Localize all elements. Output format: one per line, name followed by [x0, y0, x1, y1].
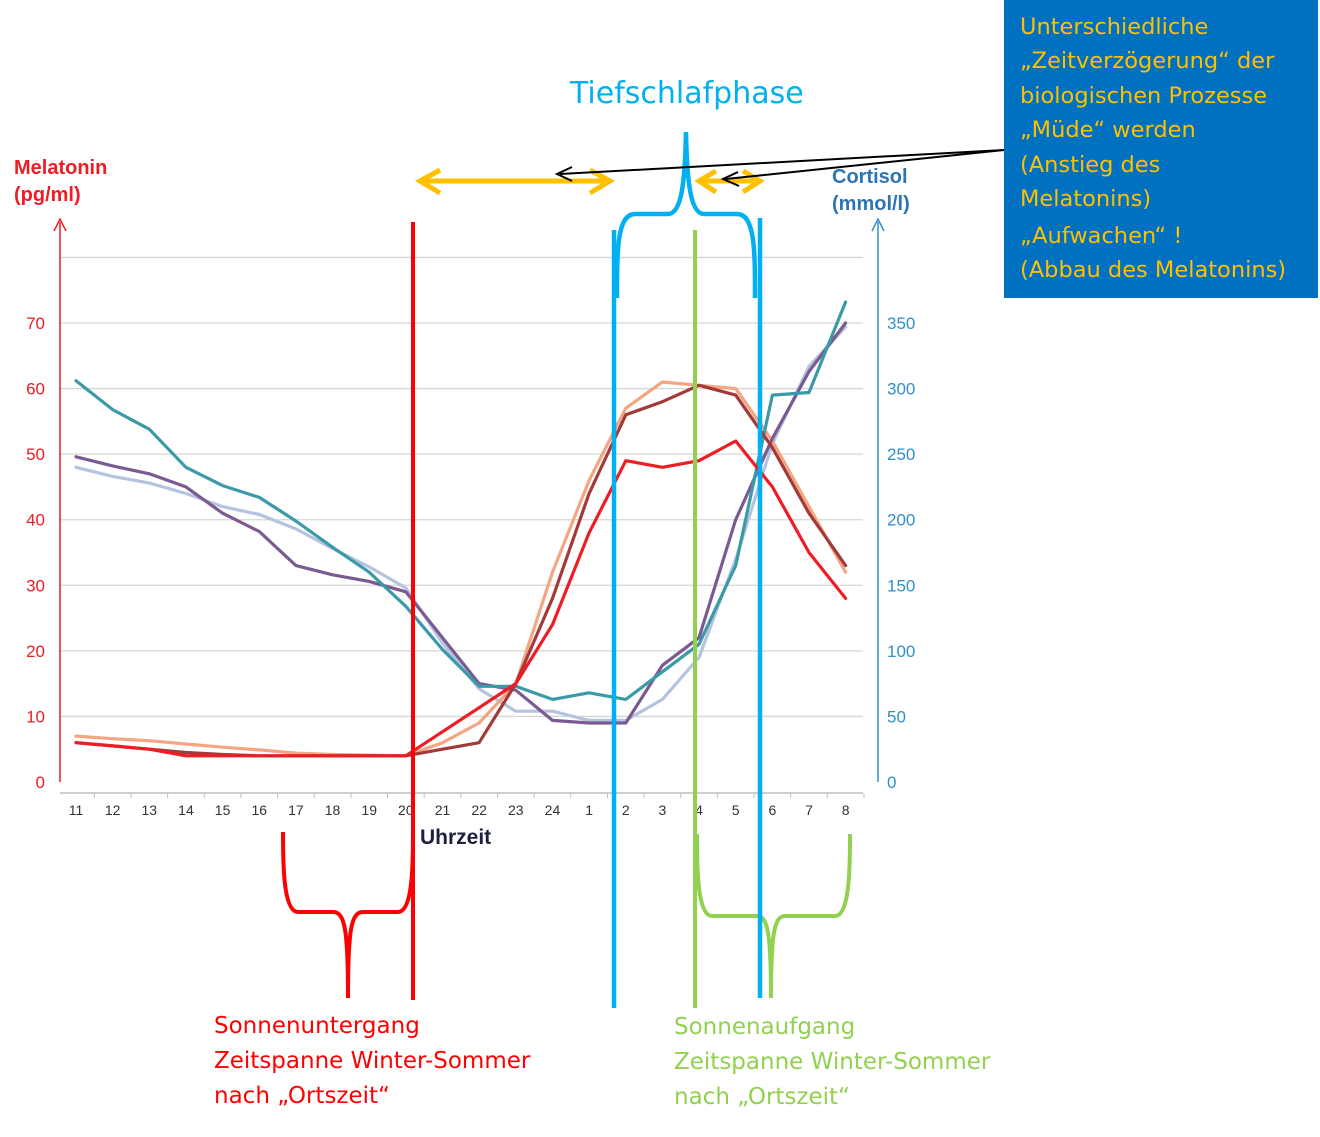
callout-line: Melatonins) [1020, 186, 1152, 212]
sunset-note-line: nach „Ortszeit“ [214, 1083, 390, 1109]
series-line-1 [74, 439, 848, 758]
x-tick-label: 5 [732, 802, 740, 818]
right-tick-label: 50 [887, 707, 906, 726]
left-axis-title: Melatonin (pg/ml) [14, 155, 107, 209]
x-tick-label: 4 [695, 802, 703, 818]
sunrise-note-line: Sonnenaufgang [674, 1014, 856, 1040]
x-tick-label: 1 [585, 802, 593, 818]
callout-line: „Zeitverzögerung“ der [1020, 48, 1275, 74]
time-delay-callout: Unterschiedliche „Zeitverzögerung“ der b… [1004, 0, 1318, 298]
right-tick-label: 100 [887, 642, 915, 661]
x-tick-label: 16 [251, 802, 267, 818]
left-axis-arrow [53, 217, 67, 232]
x-tick-label: 8 [842, 802, 850, 818]
right-axis-title-line2: (mmol/l) [832, 193, 910, 215]
x-tick-label: 13 [142, 802, 158, 818]
series-line-2 [74, 383, 848, 758]
sunset-note-line: Zeitspanne Winter-Sommer [214, 1048, 531, 1074]
sunrise-brace [695, 833, 852, 999]
right-axis-title-line1: Cortisol [832, 166, 908, 188]
right-axis-title: Cortisol (mmol/l) [832, 164, 910, 218]
pointer-arrowhead-tired [554, 166, 573, 182]
x-tick-label: 11 [69, 802, 84, 818]
callout-line: (Abbau des Melatonins) [1020, 257, 1287, 283]
x-tick-label: 22 [471, 802, 487, 818]
sunset-note: Sonnenuntergang Zeitspanne Winter-Sommer… [214, 1009, 530, 1114]
x-tick-label: 20 [398, 802, 414, 818]
left-tick-label: 60 [26, 380, 45, 399]
x-tick-label: 3 [659, 802, 667, 818]
callout-line: (Anstieg des [1020, 152, 1161, 178]
x-tick-label: 2 [622, 802, 630, 818]
right-axis-arrow [871, 217, 885, 232]
left-tick-label: 50 [26, 445, 45, 464]
x-tick-label: 21 [435, 802, 451, 818]
left-tick-label: 0 [36, 773, 45, 792]
x-tick-label: 23 [508, 802, 524, 818]
right-tick-label: 150 [887, 576, 915, 595]
x-tick-label: 7 [805, 802, 813, 818]
right-tick-label: 200 [887, 511, 915, 530]
left-tick-label: 40 [26, 511, 45, 530]
series-line-4 [74, 300, 848, 701]
x-tick-label: 24 [545, 802, 561, 818]
right-tick-label: 250 [887, 445, 915, 464]
left-axis-title-line1: Melatonin [14, 157, 108, 179]
callout-line: biologischen Prozesse [1020, 83, 1268, 109]
left-tick-label: 10 [26, 707, 45, 726]
wake-arrow-head-left [694, 168, 718, 195]
right-tick-label: 350 [887, 314, 915, 333]
left-tick-label: 30 [26, 576, 45, 595]
x-tick-label: 17 [288, 802, 304, 818]
x-tick-label: 12 [105, 802, 121, 818]
sunrise-note-line: Zeitspanne Winter-Sommer [674, 1049, 991, 1075]
x-tick-label: 19 [361, 802, 377, 818]
delay-arrow-head-left [414, 167, 442, 196]
sunrise-note-line: nach „Ortszeit“ [674, 1084, 850, 1110]
series-line-3 [74, 380, 848, 758]
x-tick-label: 6 [768, 802, 776, 818]
sunset-note-line: Sonnenuntergang [214, 1013, 420, 1039]
callout-line: „Aufwachen“ ! [1020, 223, 1183, 249]
sunset-brace [281, 831, 415, 999]
left-tick-label: 70 [26, 314, 45, 333]
x-tick-label: 15 [215, 802, 231, 818]
callout-line: „Müde“ werden [1020, 117, 1196, 143]
callout-line: Unterschiedliche [1020, 14, 1209, 40]
series-line-5 [74, 321, 848, 725]
right-tick-label: 0 [887, 773, 896, 792]
x-tick-label: 18 [325, 802, 341, 818]
delay-arrow-head-right [588, 167, 616, 196]
x-axis-title: Uhrzeit [420, 826, 492, 849]
wake-arrow-head-right [741, 168, 765, 195]
deep-sleep-title: Tiefschlafphase [570, 76, 804, 111]
sunrise-note: Sonnenaufgang Zeitspanne Winter-Sommer n… [674, 1010, 990, 1115]
deep-sleep-brace [614, 131, 758, 299]
left-tick-label: 20 [26, 642, 45, 661]
pointer-arrowhead-wake [720, 171, 740, 187]
right-tick-label: 300 [887, 380, 915, 399]
x-tick-label: 14 [178, 802, 194, 818]
pointer-line-wake [725, 149, 1005, 180]
pointer-line-tired [559, 149, 1005, 175]
left-axis-title-line2: (pg/ml) [14, 184, 81, 206]
